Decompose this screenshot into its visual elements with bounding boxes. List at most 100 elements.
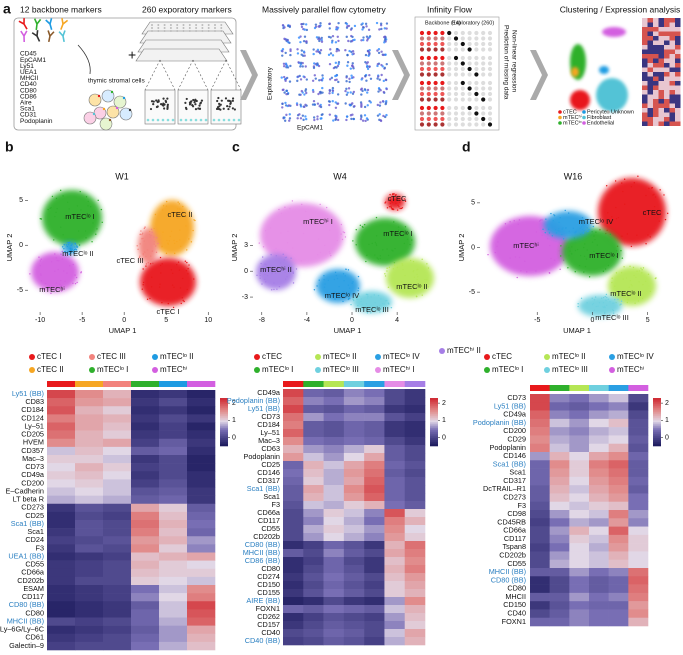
cell-point xyxy=(60,285,63,287)
heat-cell xyxy=(343,605,365,614)
cell-point xyxy=(580,297,583,300)
dot xyxy=(481,80,486,86)
cell xyxy=(675,72,681,77)
event xyxy=(298,113,301,116)
cell-point xyxy=(509,257,511,259)
heat-cell xyxy=(47,503,76,513)
cluster-cloud xyxy=(140,258,196,306)
cell-point xyxy=(587,230,589,233)
cell xyxy=(669,112,675,117)
heat-cell xyxy=(628,510,649,519)
cluster-bar xyxy=(47,381,76,387)
event xyxy=(368,65,371,68)
dot xyxy=(460,80,465,86)
cell-point xyxy=(387,254,390,257)
cluster-cloud xyxy=(316,269,360,303)
event xyxy=(300,22,303,26)
dot xyxy=(467,41,472,47)
event xyxy=(319,90,322,94)
dot xyxy=(433,41,438,47)
cell-point xyxy=(285,256,288,258)
event xyxy=(330,76,334,80)
event xyxy=(361,22,364,25)
heat-cell xyxy=(530,601,550,610)
heat-cell xyxy=(589,501,609,511)
row-label: CD61 xyxy=(25,633,44,642)
event xyxy=(329,52,333,55)
cell-point xyxy=(316,285,318,287)
speck xyxy=(231,99,234,102)
cell-point xyxy=(659,189,661,191)
heat-cell xyxy=(283,453,304,462)
row-label: Podoplanin (BB) xyxy=(473,418,526,427)
cell xyxy=(647,31,653,36)
cell xyxy=(675,117,681,122)
event xyxy=(297,36,301,39)
cell-point xyxy=(259,274,261,277)
cell-point xyxy=(365,293,368,296)
event xyxy=(320,117,323,120)
heat-cell xyxy=(549,410,570,420)
colorbar-step xyxy=(220,400,228,403)
dot xyxy=(453,55,459,61)
cell xyxy=(669,103,675,108)
cell-point xyxy=(141,233,143,236)
cell-point xyxy=(561,228,563,230)
heat-cell xyxy=(323,557,345,566)
row-label: CD80 (BB) xyxy=(9,600,44,609)
colorbar-step xyxy=(220,398,228,401)
cell-point xyxy=(56,207,58,210)
row-label: MHCII xyxy=(505,592,526,601)
event xyxy=(384,53,387,56)
heat-cell xyxy=(303,429,324,438)
heat-cell xyxy=(404,549,426,558)
heat-cell xyxy=(589,551,609,561)
cell-point xyxy=(177,261,180,263)
heat-cell xyxy=(569,394,590,403)
heat-cell xyxy=(384,485,406,494)
row-label: F3 xyxy=(517,501,526,510)
cell-point xyxy=(416,273,418,276)
heat-cell xyxy=(628,568,649,577)
well xyxy=(151,24,153,26)
cell-point xyxy=(182,205,184,208)
heat-cell xyxy=(384,557,406,566)
heat-cell xyxy=(364,501,385,510)
cell xyxy=(101,89,115,103)
heat-cell xyxy=(103,536,132,545)
cell-point xyxy=(84,230,87,232)
speck xyxy=(200,99,204,102)
heat-cell xyxy=(47,406,76,415)
cell-point xyxy=(630,245,633,248)
dot xyxy=(481,91,486,97)
heat-cell xyxy=(103,463,132,472)
dot xyxy=(426,36,431,41)
cell-point xyxy=(87,205,89,207)
heat-cell xyxy=(75,544,104,553)
dot xyxy=(433,72,438,77)
heat-cell xyxy=(364,597,385,606)
cell-point xyxy=(509,221,511,223)
cell xyxy=(642,117,648,122)
heat-cell xyxy=(530,551,550,561)
colorbar-step xyxy=(220,406,228,409)
speck xyxy=(185,97,188,101)
cell-point xyxy=(426,279,428,281)
cell-point xyxy=(287,230,289,233)
cell-point xyxy=(325,206,328,209)
heat-cell xyxy=(131,585,160,594)
heat-cell xyxy=(303,581,324,590)
cell-point xyxy=(265,281,267,283)
colorbar-step xyxy=(430,416,438,419)
heat-cell xyxy=(364,509,385,518)
event xyxy=(304,115,307,118)
cell-point xyxy=(574,270,576,273)
cluster-bar xyxy=(384,381,406,387)
cell-point xyxy=(412,269,415,272)
heat-cell xyxy=(364,493,385,502)
heat-cell xyxy=(187,446,216,456)
heat-cell xyxy=(530,452,550,461)
heat-cell xyxy=(103,585,132,594)
cell-point xyxy=(278,267,281,269)
speck xyxy=(237,118,241,122)
